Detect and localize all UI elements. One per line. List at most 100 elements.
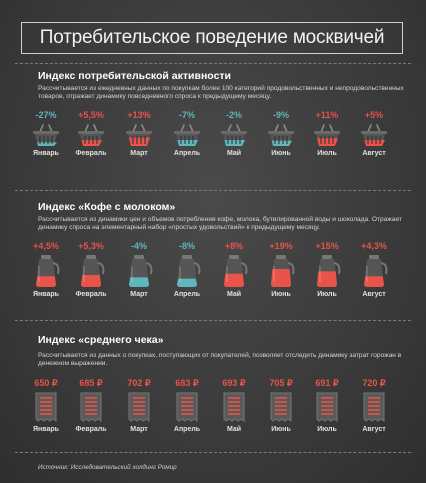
receipt-icon	[259, 391, 303, 423]
month-cell: +19% Июнь	[259, 241, 303, 299]
receipt-icon	[165, 391, 209, 423]
basket-icon	[165, 123, 209, 147]
month-cell: -27% Январь	[24, 110, 68, 158]
index-value: +11%	[315, 110, 339, 120]
month-cell: 693 ₽ Май	[212, 378, 256, 434]
section-3-row: 650 ₽ Январь 685 ₽ Февраль 702 ₽ Март 683 ₽ Апр…	[0, 378, 426, 438]
section-1-description: Рассчитывается из ежедневных данных по п…	[38, 85, 404, 101]
index-value: +5%	[364, 110, 384, 120]
month-cell: -8% Апрель	[165, 241, 209, 299]
month-cell: 705 ₽ Июнь	[259, 378, 303, 434]
month-cell: +8% Май	[212, 241, 256, 299]
index-value: -7%	[178, 110, 195, 120]
coffee-pot-icon	[305, 254, 349, 288]
month-label: Февраль	[75, 150, 107, 157]
month-cell: 685 ₽ Февраль	[69, 378, 113, 434]
month-label: Январь	[33, 426, 59, 433]
coffee-pot-icon	[352, 254, 396, 288]
month-label: Июнь	[271, 291, 291, 298]
month-cell: +5,3% Февраль	[69, 241, 113, 299]
basket-icon	[259, 123, 303, 147]
month-label: Апрель	[173, 150, 201, 157]
basket-icon	[24, 123, 68, 147]
month-cell: +15% Июль	[305, 241, 349, 299]
month-label: Март	[130, 291, 148, 298]
basket-icon	[117, 123, 161, 147]
month-cell: 702 ₽ Март	[117, 378, 161, 434]
index-value: -27%	[35, 110, 57, 120]
divider-1	[15, 190, 411, 191]
section-3-description: Рассчитывается из данных о покупках, пос…	[38, 352, 402, 368]
index-value: 705 ₽	[269, 378, 293, 388]
month-cell: +5% Август	[352, 110, 396, 158]
month-cell: +11% Июль	[305, 110, 349, 158]
index-value: -8%	[178, 241, 195, 251]
month-label: Февраль	[75, 291, 107, 298]
basket-icon	[212, 123, 256, 147]
index-value: +4,3%	[361, 241, 387, 251]
month-label: Январь	[33, 291, 59, 298]
month-label: Июль	[317, 291, 337, 298]
title-box: Потребительское поведение москвичей	[21, 22, 403, 54]
index-value: 683 ₽	[175, 378, 199, 388]
receipt-icon	[352, 391, 396, 423]
coffee-pot-icon	[24, 254, 68, 288]
basket-icon	[352, 123, 396, 147]
section-2-description: Рассчитывается из динамики цен и объемов…	[38, 216, 402, 232]
month-label: Июнь	[271, 150, 291, 157]
basket-icon	[305, 123, 349, 147]
month-label: Май	[226, 291, 242, 298]
index-value: -9%	[272, 110, 289, 120]
month-label: Февраль	[75, 426, 107, 433]
month-cell: +4,3% Август	[352, 241, 396, 299]
section-1-row: -27% Январь +5,5% Февраль +13% Март -7% Апрель -…	[0, 110, 426, 170]
index-value: 691 ₽	[315, 378, 339, 388]
month-label: Май	[226, 150, 242, 157]
month-label: Март	[130, 150, 148, 157]
section-2-heading: Индекс «Кофе с молоком»	[38, 201, 176, 213]
receipt-icon	[117, 391, 161, 423]
divider-top	[15, 63, 411, 64]
month-label: Июль	[317, 150, 337, 157]
month-label: Апрель	[173, 291, 201, 298]
index-value: +5,3%	[78, 241, 104, 251]
index-value: +19%	[269, 241, 293, 251]
month-cell: -2% Май	[212, 110, 256, 158]
month-label: Апрель	[173, 426, 201, 433]
section-1-heading: Индекс потребительской активности	[38, 70, 232, 82]
index-value: +5,5%	[78, 110, 104, 120]
receipt-icon	[69, 391, 113, 423]
index-value: 685 ₽	[79, 378, 103, 388]
receipt-icon	[305, 391, 349, 423]
coffee-pot-icon	[212, 254, 256, 288]
index-value: 720 ₽	[362, 378, 386, 388]
month-label: Июнь	[271, 426, 291, 433]
index-value: 702 ₽	[127, 378, 151, 388]
month-label: Август	[362, 426, 386, 433]
index-value: +4,5%	[33, 241, 59, 251]
index-value: +13%	[127, 110, 151, 120]
month-cell: -4% Март	[117, 241, 161, 299]
month-cell: +5,5% Февраль	[69, 110, 113, 158]
month-label: Май	[226, 426, 242, 433]
index-value: -2%	[225, 110, 242, 120]
index-value: 693 ₽	[222, 378, 246, 388]
receipt-icon	[212, 391, 256, 423]
index-value: +8%	[224, 241, 244, 251]
month-cell: 650 ₽ Январь	[24, 378, 68, 434]
month-cell: 691 ₽ Июль	[305, 378, 349, 434]
month-cell: -7% Апрель	[165, 110, 209, 158]
month-label: Январь	[33, 150, 59, 157]
index-value: +15%	[315, 241, 339, 251]
month-cell: 683 ₽ Апрель	[165, 378, 209, 434]
coffee-pot-icon	[69, 254, 113, 288]
page-title: Потребительское поведение москвичей	[39, 27, 385, 48]
source-note: Источник: Исследовательский холдинг Роми…	[38, 464, 177, 471]
section-3-heading: Индекс «среднего чека»	[38, 334, 164, 346]
month-label: Июль	[317, 426, 337, 433]
coffee-pot-icon	[259, 254, 303, 288]
index-value: -4%	[130, 241, 147, 251]
receipt-icon	[24, 391, 68, 423]
month-label: Март	[130, 426, 148, 433]
index-value: 650 ₽	[34, 378, 58, 388]
